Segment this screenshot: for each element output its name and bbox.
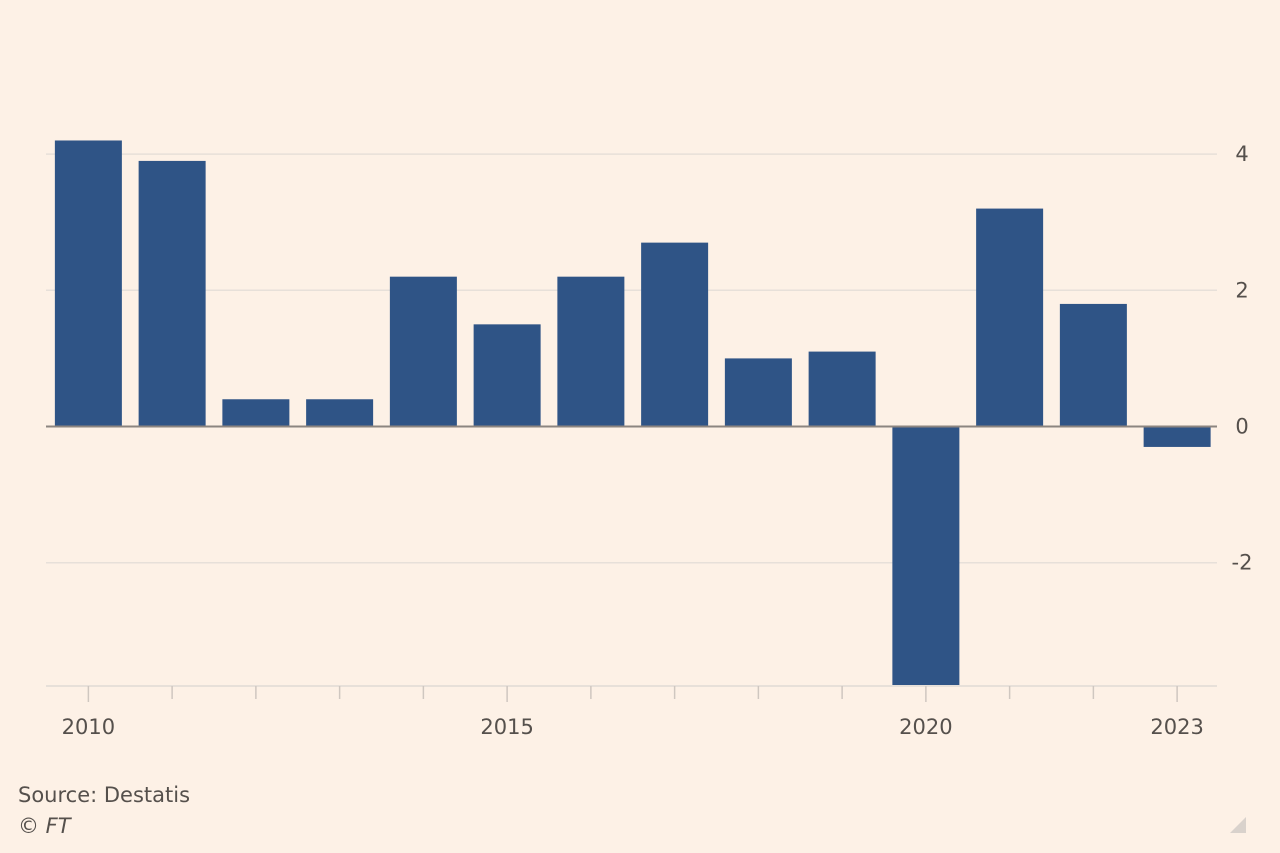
- bars: [54, 140, 1211, 686]
- bar-2023: [1143, 426, 1211, 447]
- bar-2011: [138, 160, 206, 427]
- bar-2017: [641, 242, 709, 427]
- y-tick-label: 2: [1235, 278, 1248, 302]
- x-tick-label: 2023: [1150, 715, 1203, 739]
- bar-2015: [473, 324, 541, 427]
- source-note: Source: Destatis: [18, 783, 191, 807]
- x-tick-label: 2010: [62, 715, 115, 739]
- x-tick-label: 2020: [899, 715, 952, 739]
- tick-labels: 4 2 0 -2 2010 2015 2020 2023: [62, 142, 1253, 739]
- bar-2022: [1059, 303, 1127, 427]
- bar-2021: [976, 208, 1044, 427]
- y-tick-label: 0: [1235, 415, 1248, 439]
- bar-2018: [724, 358, 792, 427]
- bar-2013: [306, 399, 374, 427]
- bar-2010: [54, 140, 122, 427]
- resize-handle-icon: [1230, 817, 1246, 833]
- bar-2016: [557, 276, 625, 427]
- copyright-note: © FT: [18, 814, 71, 838]
- y-tick-label: 4: [1235, 142, 1248, 166]
- axes: [46, 425, 1217, 702]
- bar-2019: [808, 351, 876, 427]
- bar-2014: [389, 276, 457, 427]
- bar-2020: [892, 426, 960, 686]
- x-tick-label: 2015: [480, 715, 533, 739]
- y-tick-label: -2: [1232, 551, 1253, 575]
- bar-2012: [222, 399, 290, 427]
